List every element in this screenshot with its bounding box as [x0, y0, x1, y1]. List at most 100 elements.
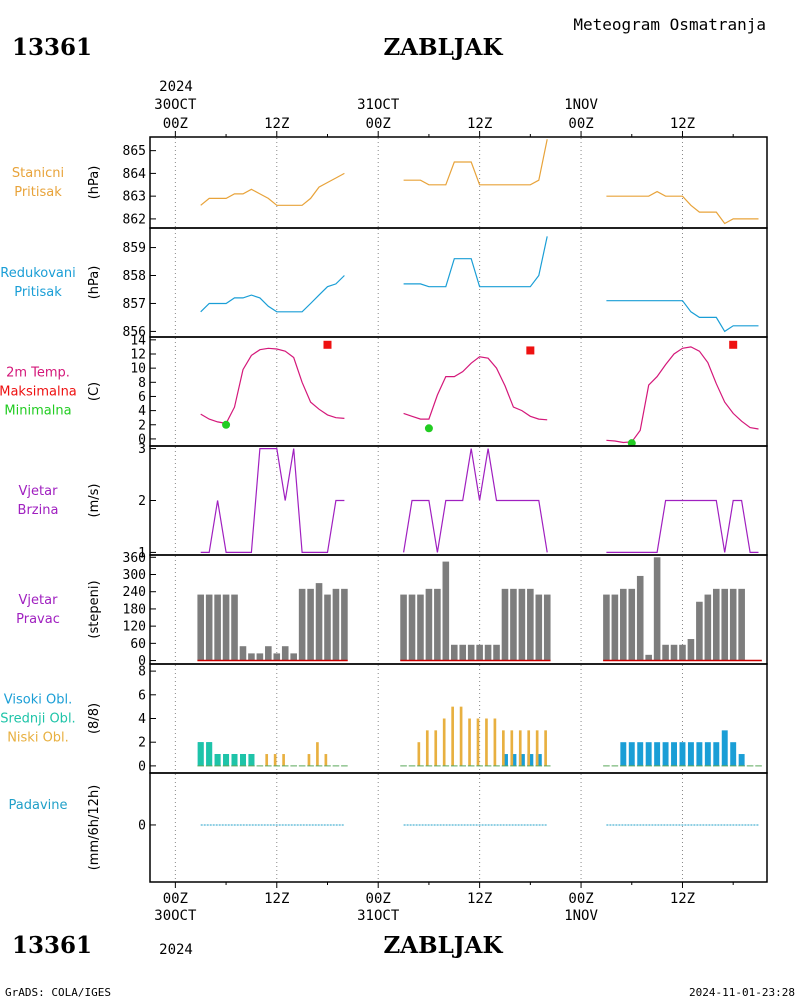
direction-bar	[501, 588, 509, 661]
cloud-bar	[468, 718, 471, 766]
cloud-bar	[248, 754, 255, 766]
direction-bar	[417, 594, 424, 661]
time-date-label: 1NOV	[564, 908, 598, 924]
cloud-bar	[535, 754, 542, 766]
y-tick-label: 360	[123, 551, 146, 566]
cloud-bar	[687, 742, 694, 766]
y-tick-label: 8	[138, 376, 146, 391]
tmin-marker	[424, 424, 433, 433]
panel-station_pressure: 862 863 864 865 (hPa) Stanicni Pritisak	[12, 136, 768, 229]
y-tick-label: 1	[138, 546, 146, 561]
cloud-bar	[721, 730, 728, 766]
direction-bar	[214, 594, 221, 661]
side-label: Pritisak	[14, 285, 62, 300]
time-axis-top: 00Z 30OCT 00Z 31OCT 00Z 1NOV 12Z 12Z 12Z	[154, 97, 734, 137]
cloud-bar	[273, 754, 277, 766]
unit-label: (8/8)	[87, 703, 102, 734]
series-line	[403, 236, 548, 288]
side-label: Srednji Obl.	[0, 712, 75, 727]
y-tick-label: 862	[123, 212, 146, 227]
y-tick-label: 2	[138, 418, 146, 433]
side-label: Maksimalna	[0, 385, 77, 400]
panel-clouds: 0 2 4 6 8 (8/8) Visoki Obl. Srednji Obl. Niski O…	[0, 663, 768, 774]
direction-bar	[543, 594, 551, 661]
direction-bar	[679, 644, 686, 661]
y-tick-label: 12	[130, 347, 146, 362]
cloud-bar	[476, 718, 480, 766]
direction-bar	[738, 588, 745, 661]
direction-bar	[670, 644, 678, 661]
cloud-bar	[316, 742, 319, 766]
side-label: Vjetar	[19, 484, 59, 499]
direction-bar	[628, 588, 636, 661]
cloud-bar	[493, 718, 497, 766]
y-tick-label: 6	[138, 688, 146, 703]
plot-area	[200, 236, 759, 333]
direction-bar	[239, 646, 247, 661]
series-line	[403, 448, 548, 553]
side-label: Visoki Obl.	[4, 693, 72, 708]
series-line	[606, 499, 759, 554]
cloud-bar	[485, 718, 488, 766]
cloud-bar	[434, 730, 438, 766]
y-tick-label: 8	[138, 665, 146, 680]
time-date-label: 30OCT	[154, 908, 197, 924]
y-tick-label: 120	[123, 620, 146, 635]
y-tick-label: 180	[123, 602, 146, 617]
side-label: Padavine	[9, 798, 68, 813]
direction-bar	[256, 653, 264, 661]
series-line	[200, 172, 345, 206]
side-label: Niski Obl.	[7, 731, 69, 746]
footer-credit: GrADS: COLA/IGES	[5, 986, 111, 999]
cloud-bar	[197, 742, 204, 766]
unit-label: (m/s)	[87, 484, 102, 518]
y-tick-label: 863	[123, 190, 146, 205]
y-tick-label: 4	[138, 712, 146, 727]
unit-label: (hPa)	[87, 166, 102, 200]
tmin-marker	[627, 439, 636, 446]
cloud-bar	[662, 742, 669, 766]
y-tick-label: 865	[123, 144, 146, 159]
direction-bar	[527, 588, 534, 661]
time-hour-label: 12Z	[264, 116, 289, 132]
side-label: Vjetar	[19, 593, 59, 608]
direction-bar	[408, 594, 416, 661]
time-hour-label: 00Z	[366, 891, 391, 907]
time-date-label: 31OCT	[357, 97, 400, 113]
direction-bar	[341, 588, 348, 661]
side-label: Brzina	[18, 503, 59, 518]
direction-bar	[400, 594, 407, 661]
direction-bar	[662, 644, 669, 661]
y-tick-label: 2	[138, 736, 146, 751]
series-line	[403, 356, 548, 421]
station-name-top: ZABLJAK	[384, 34, 504, 61]
direction-bar	[315, 583, 323, 661]
side-label: Stanicni	[12, 166, 64, 181]
tmin-marker	[222, 420, 231, 429]
time-hour-label: 00Z	[568, 116, 593, 132]
series-line	[606, 190, 759, 225]
y-tick-label: 856	[123, 325, 146, 340]
cloud-bar	[425, 730, 429, 766]
time-hour-label: 12Z	[670, 891, 695, 907]
top-year-label: 2024	[159, 79, 193, 95]
side-label: Redukovani	[0, 266, 75, 281]
cloud-bar	[527, 754, 534, 766]
panel-border	[149, 136, 768, 229]
direction-bar	[484, 644, 492, 661]
cloud-bar	[240, 754, 246, 766]
cloud-bar	[324, 754, 328, 766]
y-tick-label: 300	[123, 568, 146, 583]
time-hour-label: 00Z	[568, 891, 593, 907]
time-hour-label: 12Z	[467, 891, 492, 907]
panel-wind_direction: 0 60 120 180 240 300 360 (stepeni) Vjetar Pravac	[16, 551, 768, 669]
cloud-bar	[231, 754, 238, 766]
cloud-bar	[620, 742, 627, 766]
y-tick-label: 4	[138, 404, 146, 419]
side-label: 2m Temp.	[6, 366, 70, 381]
cloud-bar	[282, 754, 285, 766]
y-tick-label: 240	[123, 585, 146, 600]
direction-bar	[222, 594, 230, 661]
